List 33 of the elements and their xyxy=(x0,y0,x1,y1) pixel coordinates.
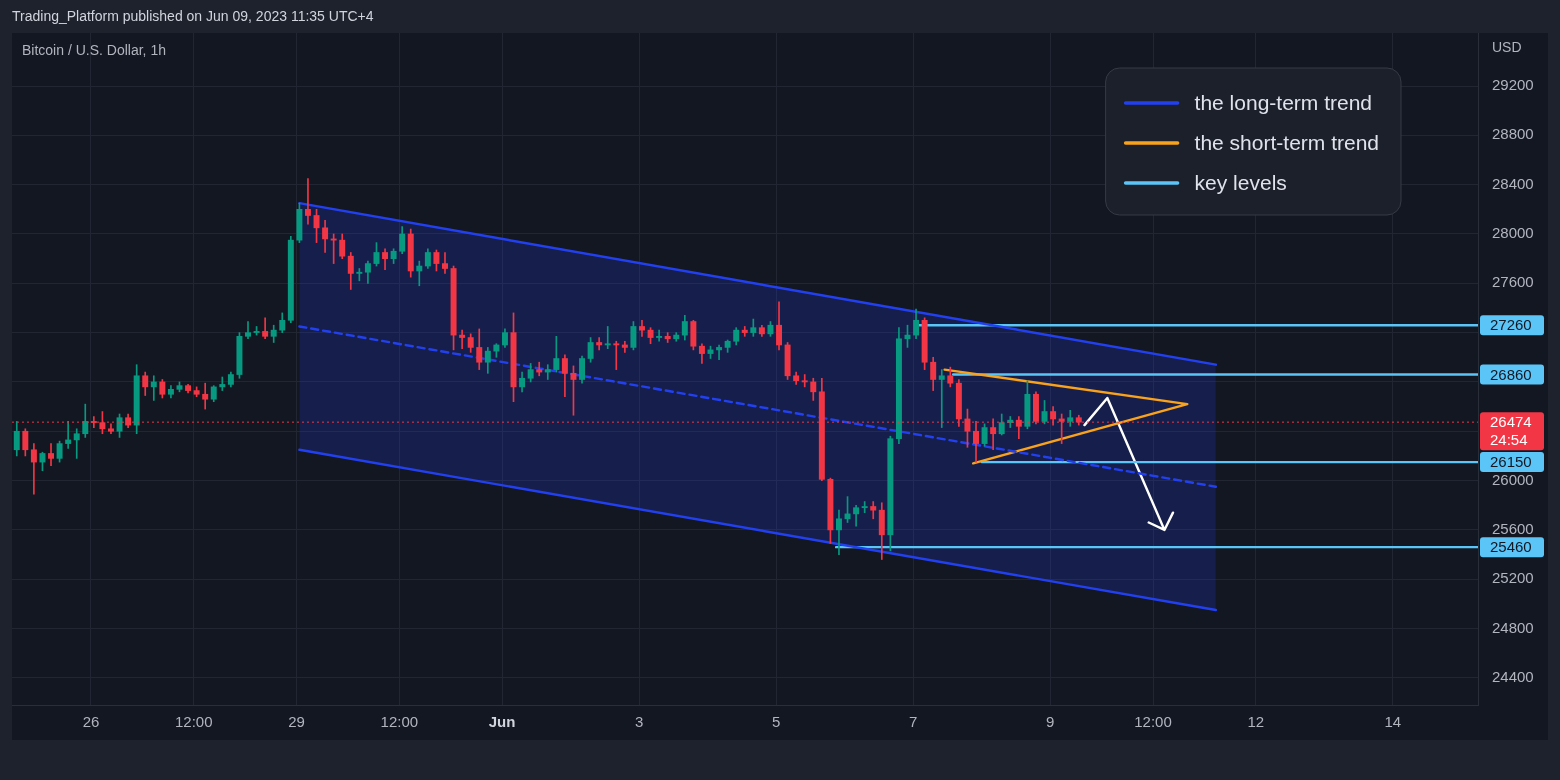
y-tick-label: 24800 xyxy=(1492,618,1534,636)
data-label: 26860 xyxy=(1490,365,1532,383)
legend-label: the short-term trend xyxy=(1194,130,1379,154)
data-label: 26150 xyxy=(1490,453,1532,471)
data-label: 25460 xyxy=(1490,538,1532,556)
x-tick-label: 12:00 xyxy=(380,713,419,731)
x-tick-label: 12 xyxy=(1247,713,1265,731)
x-tick-label: 3 xyxy=(634,713,644,731)
y-tick-label: 28800 xyxy=(1492,125,1534,143)
y-tick-label: 29200 xyxy=(1492,76,1534,94)
legend-label: key levels xyxy=(1194,170,1287,194)
y-axis-title: USD xyxy=(1492,38,1522,55)
x-tick-label: 7 xyxy=(909,713,918,731)
x-tick-label: 9 xyxy=(1046,713,1055,731)
x-tick-label: 12:00 xyxy=(1134,713,1172,731)
y-tick-label: 27600 xyxy=(1492,273,1534,291)
x-tick-label: Jun xyxy=(488,713,516,731)
x-tick-label: 26 xyxy=(82,713,100,731)
y-tick-label: 25600 xyxy=(1492,520,1534,538)
x-tick-label: 14 xyxy=(1384,713,1402,731)
text: Trading_Platform published on Jun 09, 2023 11:35 UTC+4 xyxy=(12,7,374,24)
y-tick-label: 28000 xyxy=(1492,224,1534,242)
legend-label: the long-term trend xyxy=(1194,90,1373,114)
ref-line-label: 26474 24:54 xyxy=(1490,413,1532,449)
text: Bitcoin / U.S. Dollar, 1h xyxy=(22,41,166,58)
y-tick-label: 25200 xyxy=(1492,569,1534,587)
y-tick-label: 24400 xyxy=(1492,668,1534,686)
data-label: 27260 xyxy=(1490,316,1532,334)
y-tick-label: 28400 xyxy=(1492,174,1534,192)
x-tick-label: 12:00 xyxy=(174,713,213,731)
x-tick-label: 29 xyxy=(288,713,305,731)
y-tick-label: 26000 xyxy=(1492,470,1534,488)
x-tick-label: 5 xyxy=(771,713,781,731)
